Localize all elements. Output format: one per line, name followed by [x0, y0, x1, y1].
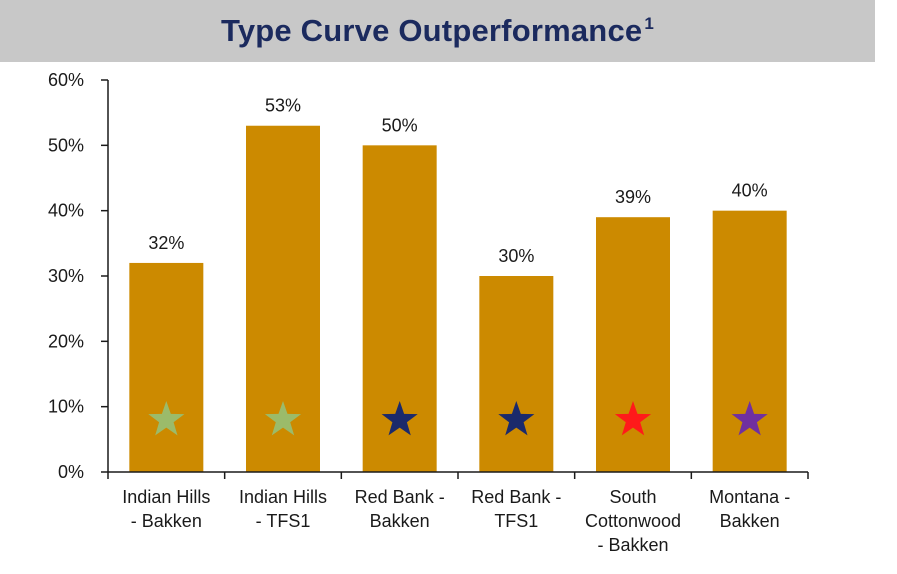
title-footnote-marker: 1	[644, 14, 654, 33]
chart-title: Type Curve Outperformance 1	[221, 13, 654, 49]
x-tick-label-line: TFS1	[494, 511, 538, 531]
y-tick-label: 0%	[58, 462, 84, 482]
x-tick-label-line: Red Bank -	[355, 487, 445, 507]
x-tick-label-line: - Bakken	[131, 511, 202, 531]
x-tick-label: Red Bank - Bakken	[355, 487, 445, 531]
star-icon	[264, 401, 302, 436]
star-icon	[731, 401, 768, 436]
data-label: 53%	[265, 96, 301, 116]
x-tick-label: Indian Hills - TFS1	[239, 487, 327, 531]
x-tick-label-line: Bakken	[720, 511, 780, 531]
y-tick-label: 30%	[48, 266, 84, 286]
x-tick-label: South Cottonwood - Bakken	[585, 487, 681, 555]
x-tick-label-line: South	[609, 487, 656, 507]
x-tick-label-line: - Bakken	[597, 535, 668, 555]
y-tick-label: 60%	[48, 70, 84, 90]
x-tick-label-line: Indian Hills	[239, 487, 327, 507]
x-tick-label-line: Red Bank -	[471, 487, 561, 507]
x-tick-label-line: - TFS1	[256, 511, 311, 531]
x-tick-label: Red Bank - TFS1	[471, 487, 561, 531]
x-tick-label-line: Bakken	[370, 511, 430, 531]
y-tick-label: 40%	[48, 201, 84, 221]
title-band: Type Curve Outperformance 1	[0, 0, 875, 62]
x-tick-label-line: Montana -	[709, 487, 790, 507]
chart-title-text: Type Curve Outperformance	[221, 13, 643, 48]
y-tick-label: 50%	[48, 135, 84, 155]
star-icon	[381, 401, 418, 436]
star-icon	[498, 401, 535, 436]
data-label: 50%	[382, 115, 418, 135]
x-tick-label-line: Indian Hills	[122, 487, 210, 507]
star-icon	[614, 401, 652, 436]
y-tick-label: 10%	[48, 397, 84, 417]
star-icon	[148, 401, 185, 436]
data-label: 32%	[148, 233, 184, 253]
x-tick-label: Indian Hills - Bakken	[122, 487, 210, 531]
x-tick-label: Montana - Bakken	[709, 487, 790, 531]
data-label: 39%	[615, 187, 651, 207]
data-label: 30%	[498, 246, 534, 266]
x-tick-label-line: Cottonwood	[585, 511, 681, 531]
bar	[479, 276, 554, 472]
bar	[129, 262, 204, 472]
bar	[596, 217, 670, 472]
y-tick-label: 20%	[48, 331, 84, 351]
bar	[712, 210, 787, 472]
data-label: 40%	[732, 181, 768, 201]
